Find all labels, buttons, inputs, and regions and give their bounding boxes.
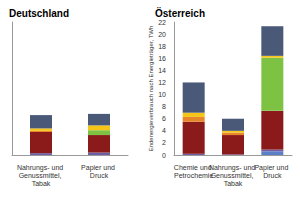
svg-text:14: 14 xyxy=(158,67,166,74)
svg-text:18: 18 xyxy=(158,43,166,50)
svg-text:6: 6 xyxy=(162,115,166,122)
svg-text:2: 2 xyxy=(162,139,166,146)
svg-text:Genussmittel,: Genussmittel, xyxy=(19,172,64,179)
svg-text:8: 8 xyxy=(162,103,166,110)
svg-text:Nahrungs- und: Nahrungs- und xyxy=(17,164,65,172)
svg-text:20: 20 xyxy=(158,31,166,38)
svg-text:Genussmittel,: Genussmittel, xyxy=(211,172,256,179)
svg-text:Papier und: Papier und xyxy=(254,164,290,172)
svg-text:16: 16 xyxy=(158,55,166,62)
svg-text:Chemie und: Chemie und xyxy=(174,164,214,171)
svg-text:12: 12 xyxy=(158,79,166,86)
svg-text:0: 0 xyxy=(162,152,166,159)
svg-text:Deutschland: Deutschland xyxy=(9,8,69,19)
svg-text:Tabak: Tabak xyxy=(224,180,243,187)
svg-text:22: 22 xyxy=(158,19,166,26)
svg-text:Papier und: Papier und xyxy=(81,164,117,172)
svg-text:Druck: Druck xyxy=(90,172,109,179)
svg-text:Nahrungs- und: Nahrungs- und xyxy=(209,164,257,172)
svg-text:10: 10 xyxy=(158,91,166,98)
svg-text:Druck: Druck xyxy=(263,172,282,179)
svg-text:Österreich: Österreich xyxy=(155,7,205,19)
svg-text:Petrochemie: Petrochemie xyxy=(174,172,213,179)
svg-text:4: 4 xyxy=(162,127,166,134)
svg-text:Endenergieverbrauch nach Energ: Endenergieverbrauch nach Energieträger, … xyxy=(148,26,154,152)
svg-text:Tabak: Tabak xyxy=(32,180,51,187)
